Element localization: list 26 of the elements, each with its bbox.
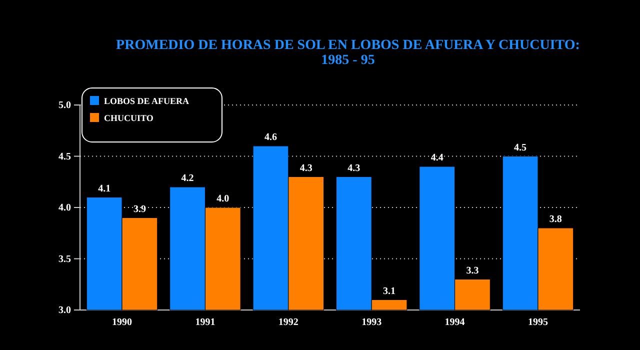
data-label: 4.2	[181, 173, 194, 184]
x-tick-label: 1990	[112, 317, 132, 328]
data-label: 4.0	[216, 194, 230, 204]
y-tick-label: 3.5	[58, 254, 71, 265]
y-tick-label: 5.0	[58, 100, 71, 112]
data-label: 3.1	[383, 286, 396, 297]
chart-title: PROMEDIO DE HORAS DE SOL EN LOBOS DE AFUERA Y CHUCUITO: 1985 - 95	[116, 38, 580, 68]
y-tick-label: 4.5	[58, 151, 71, 162]
data-label: 3.8	[549, 214, 562, 225]
data-label: 4.3	[300, 162, 312, 174]
x-tick-label: 1993	[362, 317, 382, 328]
data-label: 4.5	[514, 142, 527, 154]
data-label: 4.3	[348, 162, 360, 174]
data-label: 3.3	[466, 265, 479, 276]
data-label: 4.1	[98, 183, 111, 194]
data-label: 3.9	[133, 204, 146, 215]
x-tick-label: 1994	[444, 317, 465, 328]
x-tick-label: 1992	[278, 317, 298, 328]
y-tick-label: 4.0	[58, 202, 71, 214]
legend-label: LOBOS DE AFUERA	[104, 96, 190, 106]
x-tick-label: 1991	[195, 317, 216, 328]
data-label: 4.4	[430, 152, 444, 164]
legend-label: CHUCUITO	[104, 113, 154, 123]
x-tick-label: 1995	[528, 317, 548, 328]
data-label: 4.6	[264, 132, 277, 143]
y-tick-label: 3.0	[58, 305, 71, 316]
